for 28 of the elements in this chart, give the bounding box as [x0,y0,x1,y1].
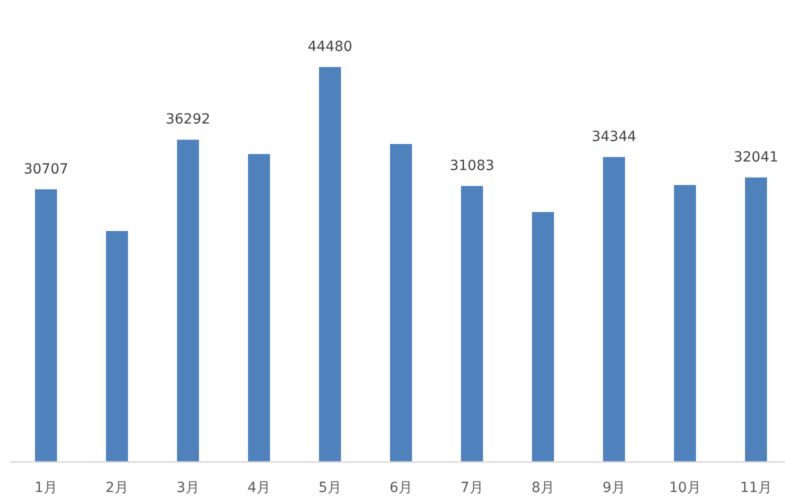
data-label: 36292 [166,112,210,128]
x-tick-label: 8月 [532,480,554,496]
x-tick-label: 10月 [669,480,701,496]
data-label: 31083 [450,158,494,174]
x-tick-label: 11月 [740,480,772,496]
data-label: 34344 [592,129,636,146]
bar [248,154,270,462]
bar [745,177,767,462]
x-tick-label: 1月 [34,480,58,496]
bar [106,231,128,462]
data-label: 32041 [734,149,778,166]
x-tick-label: 3月 [176,480,200,496]
bar [461,186,483,462]
bar [319,67,341,462]
bar [35,189,57,462]
x-tick-label: 2月 [106,480,128,496]
x-tick-label: 5月 [318,480,342,496]
data-label: 30707 [24,161,68,178]
x-tick-label: 9月 [602,480,626,496]
bar [177,140,199,462]
x-tick-label: 6月 [390,480,412,496]
bar [390,144,412,462]
x-tick-label: 7月 [460,480,484,496]
bar [532,212,554,462]
data-label: 44480 [308,39,352,55]
bar [603,157,625,462]
x-tick-label: 4月 [248,480,270,496]
bar [674,185,696,462]
